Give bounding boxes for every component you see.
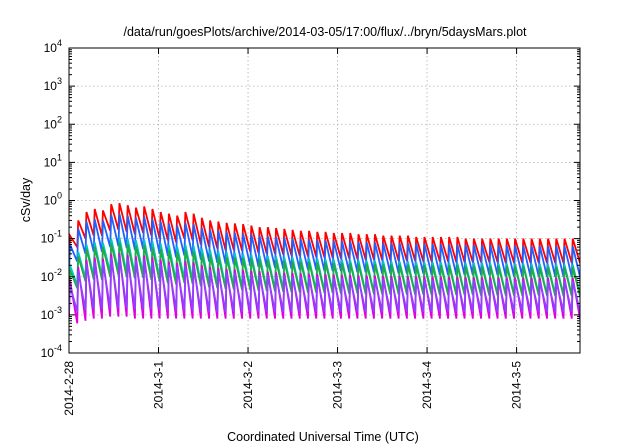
y-tick-label: 10-4 <box>41 343 62 360</box>
y-tick-label: 100 <box>44 191 62 208</box>
x-tick-label: 2014-3-4 <box>420 361 434 409</box>
x-tick-label: 2014-3-5 <box>510 361 524 409</box>
y-tick-label: 10-2 <box>41 267 62 284</box>
x-tick-label: 2014-3-3 <box>331 361 345 409</box>
y-tick-label: 102 <box>44 114 62 131</box>
y-tick-label: 10-1 <box>41 229 62 246</box>
y-tick-label: 103 <box>44 76 62 93</box>
y-tick-label: 101 <box>44 152 62 169</box>
x-tick-label: 2014-2-28 <box>62 361 76 416</box>
x-tick-label: 2014-3-1 <box>152 361 166 409</box>
chart-title: /data/run/goesPlots/archive/2014-03-05/1… <box>123 25 527 39</box>
y-tick-label: 10-3 <box>41 305 62 322</box>
y-tick-label: 104 <box>44 38 62 55</box>
x-axis-label: Coordinated Universal Time (UTC) <box>227 430 419 444</box>
y-axis-label: cSv/day <box>19 177 33 222</box>
series-line-6 <box>69 256 580 313</box>
series-group <box>69 202 580 324</box>
x-tick-label: 2014-3-2 <box>241 361 255 409</box>
x-axis: 2014-2-28 2014-3-1 2014-3-2 2014-3-3 2014-3-… <box>62 48 524 416</box>
y-axis: 10-4 10-3 10-2 10-1 100 101 102 103 104 <box>41 38 580 360</box>
